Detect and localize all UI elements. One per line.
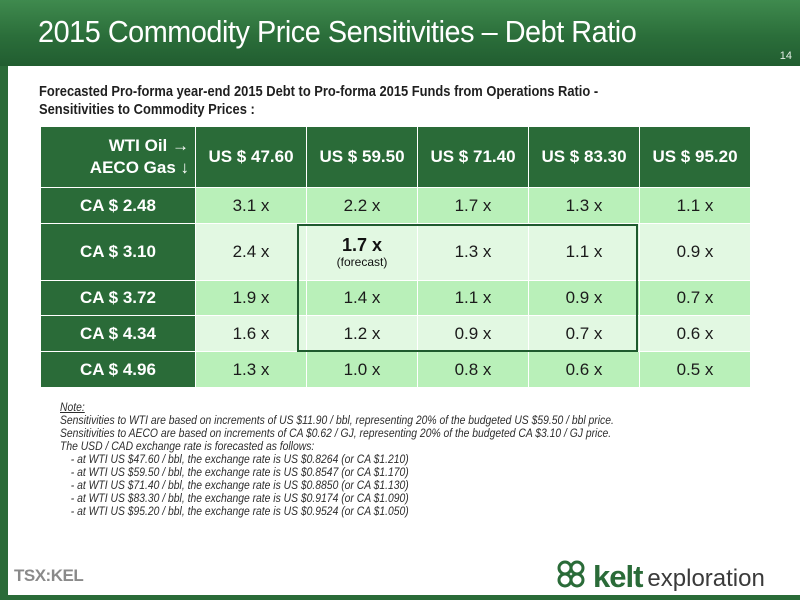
note-bullet: - at WTI US $71.40 / bbl, the exchange r… bbox=[70, 480, 409, 492]
subtitle-line-2: Sensitivities to Commodity Prices : bbox=[39, 101, 255, 118]
table-cell: 1.7 x bbox=[417, 187, 529, 224]
note-bullet: - at WTI US $95.20 / bbl, the exchange r… bbox=[70, 506, 409, 518]
table-cell: 0.9 x bbox=[639, 223, 751, 281]
logo-brand-bold: kelt bbox=[593, 558, 643, 594]
subtitle: Forecasted Pro-forma year-end 2015 Debt … bbox=[39, 83, 641, 119]
table-cell: 1.3 x bbox=[417, 223, 529, 281]
column-header: US $ 59.50 bbox=[306, 126, 418, 188]
table-cell: 2.2 x bbox=[306, 187, 418, 224]
forecast-value: 1.7 x bbox=[341, 235, 383, 255]
table-cell: 0.6 x bbox=[639, 315, 751, 352]
sensitivity-table: WTI Oil → AECO Gas ↓ US $ 47.60 US $ 59.… bbox=[40, 126, 751, 388]
corner-aeco-label: AECO Gas ↓ bbox=[89, 158, 189, 177]
corner-wti-label: WTI Oil → bbox=[108, 136, 189, 155]
table-cell: 1.1 x bbox=[417, 280, 529, 316]
page-title: 2015 Commodity Price Sensitivities – Deb… bbox=[38, 14, 637, 49]
ticker-symbol: TSX:KEL bbox=[14, 566, 84, 585]
note-bullet: - at WTI US $47.60 / bbl, the exchange r… bbox=[70, 454, 409, 466]
table-cell: 0.9 x bbox=[417, 315, 529, 352]
note-line: The USD / CAD exchange rate is forecaste… bbox=[60, 441, 315, 453]
forecast-label: (forecast) bbox=[336, 255, 388, 269]
table-cell: 0.7 x bbox=[528, 315, 640, 352]
row-header: CA $ 3.10 bbox=[40, 223, 196, 281]
column-header: US $ 95.20 bbox=[639, 126, 751, 188]
column-header: US $ 83.30 bbox=[528, 126, 640, 188]
notes-section: Note: Sensitivities to WTI are based on … bbox=[60, 402, 690, 519]
table-cell: 3.1 x bbox=[195, 187, 307, 224]
title-bar: 2015 Commodity Price Sensitivities – Deb… bbox=[0, 0, 800, 66]
row-header: CA $ 2.48 bbox=[40, 187, 196, 224]
side-accent-bar bbox=[0, 66, 8, 600]
row-header: CA $ 4.34 bbox=[40, 315, 196, 352]
row-header: CA $ 4.96 bbox=[40, 351, 196, 388]
bottom-accent-line bbox=[0, 595, 800, 600]
table-corner-header: WTI Oil → AECO Gas ↓ bbox=[40, 126, 196, 188]
note-bullet: - at WTI US $83.30 / bbl, the exchange r… bbox=[70, 493, 409, 505]
table-cell: 1.3 x bbox=[528, 187, 640, 224]
slide-number: 14 bbox=[779, 50, 792, 62]
table-cell: 1.1 x bbox=[639, 187, 751, 224]
notes-title: Note: bbox=[60, 402, 85, 414]
company-logo: kelt exploration bbox=[555, 558, 765, 595]
table-cell: 1.0 x bbox=[306, 351, 418, 388]
forecast-cell: 1.7 x (forecast) bbox=[306, 223, 418, 281]
column-header: US $ 47.60 bbox=[195, 126, 307, 188]
table-cell: 0.5 x bbox=[639, 351, 751, 388]
note-bullet: - at WTI US $59.50 / bbl, the exchange r… bbox=[70, 467, 409, 479]
table-cell: 0.6 x bbox=[528, 351, 640, 388]
table-cell: 0.7 x bbox=[639, 280, 751, 316]
subtitle-line-1: Forecasted Pro-forma year-end 2015 Debt … bbox=[39, 83, 599, 100]
table-cell: 0.8 x bbox=[417, 351, 529, 388]
table-cell: 1.6 x bbox=[195, 315, 307, 352]
table-cell: 1.4 x bbox=[306, 280, 418, 316]
logo-brand-light: exploration bbox=[647, 564, 765, 592]
row-header: CA $ 3.72 bbox=[40, 280, 196, 316]
table-cell: 0.9 x bbox=[528, 280, 640, 316]
table-cell: 1.9 x bbox=[195, 280, 307, 316]
celtic-knot-icon bbox=[555, 558, 587, 595]
table-cell: 1.1 x bbox=[528, 223, 640, 281]
note-line: Sensitivities to WTI are based on increm… bbox=[60, 415, 614, 427]
note-line: Sensitivities to AECO are based on incre… bbox=[60, 428, 612, 440]
table-cell: 2.4 x bbox=[195, 223, 307, 281]
table-cell: 1.2 x bbox=[306, 315, 418, 352]
column-header: US $ 71.40 bbox=[417, 126, 529, 188]
table-cell: 1.3 x bbox=[195, 351, 307, 388]
